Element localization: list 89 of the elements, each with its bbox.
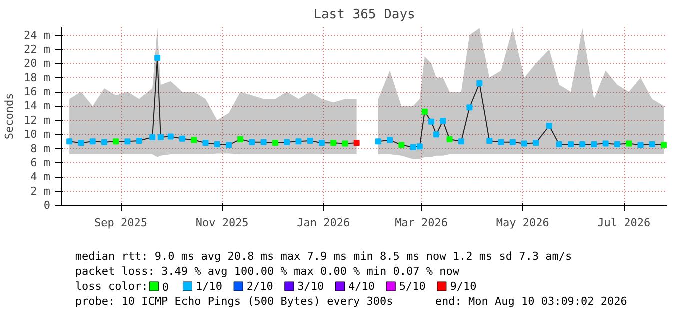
point bbox=[158, 134, 164, 140]
text: packet loss: 3.49 % avg 100.00 % max 0.00 % min 0.07 % now bbox=[75, 265, 460, 278]
chart-title: Last 365 Days bbox=[314, 8, 416, 22]
point bbox=[168, 134, 174, 140]
point bbox=[422, 108, 428, 115]
point bbox=[522, 140, 528, 147]
y-tick-label: 4 m bbox=[30, 170, 51, 184]
point bbox=[591, 142, 598, 148]
point bbox=[202, 140, 209, 146]
x-tick-label: Mar 2026 bbox=[395, 216, 448, 230]
point bbox=[546, 123, 552, 130]
point bbox=[90, 138, 96, 145]
point bbox=[179, 136, 186, 142]
point bbox=[150, 134, 156, 140]
point bbox=[124, 138, 131, 145]
point bbox=[101, 139, 108, 146]
point bbox=[318, 140, 325, 146]
point bbox=[398, 142, 405, 148]
point bbox=[330, 140, 337, 146]
point bbox=[354, 140, 360, 146]
y-tick-label: 6 m bbox=[30, 156, 51, 170]
point bbox=[498, 139, 504, 146]
point bbox=[446, 136, 453, 143]
point bbox=[342, 140, 348, 147]
x-tick-label: Jan 2026 bbox=[297, 216, 350, 230]
point bbox=[649, 142, 656, 148]
point bbox=[375, 138, 382, 145]
y-tick-label: 2 m bbox=[30, 184, 51, 198]
point bbox=[568, 142, 574, 148]
point bbox=[533, 140, 540, 146]
y-tick-label: 14 m bbox=[24, 100, 51, 113]
point bbox=[486, 138, 493, 144]
point bbox=[66, 138, 73, 145]
x-tick-label: Sep 2025 bbox=[94, 216, 148, 230]
point bbox=[307, 138, 314, 144]
x-tick-label: Nov 2025 bbox=[196, 216, 249, 230]
y-tick-label: 10 m bbox=[24, 128, 51, 142]
legend-label: 2/10 bbox=[246, 280, 274, 293]
point bbox=[638, 142, 644, 148]
point bbox=[226, 142, 232, 148]
y-tick-label: 20 m bbox=[24, 57, 51, 70]
text: median rtt: 9.0 ms avg 20.8 ms max 7.9 ms min 8.5 ms now 1.2 ms sd 7.3 am/s bbox=[75, 250, 572, 263]
point bbox=[284, 139, 290, 146]
y-tick-label: 8 m bbox=[30, 142, 51, 156]
point bbox=[626, 140, 632, 147]
point bbox=[466, 104, 473, 111]
point bbox=[660, 142, 667, 148]
y-axis-title: Seconds bbox=[3, 93, 16, 140]
point bbox=[580, 142, 586, 148]
legend-label: 4/10 bbox=[348, 280, 376, 293]
point bbox=[249, 139, 256, 146]
y-tick-label: 24 m bbox=[24, 28, 51, 42]
point bbox=[602, 140, 609, 147]
point bbox=[416, 144, 423, 150]
y-tick-label: 16 m bbox=[24, 86, 51, 99]
text: probe: 10 ICMP Echo Pings (500 Bytes) every 300s bbox=[75, 295, 394, 308]
y-tick-label: 22 m bbox=[24, 42, 51, 56]
legend-label: 9/10 bbox=[450, 280, 477, 293]
y-tick-label: 12 m bbox=[24, 114, 51, 127]
x-tick-label: May 2026 bbox=[496, 216, 550, 230]
point bbox=[428, 118, 435, 125]
legend-label: 0 bbox=[162, 281, 170, 294]
point bbox=[272, 140, 278, 146]
legend-title: loss color: bbox=[75, 280, 148, 293]
x-tick-label: Jul 2026 bbox=[598, 216, 651, 230]
point bbox=[214, 142, 220, 148]
point bbox=[260, 139, 267, 146]
point bbox=[387, 137, 394, 144]
point bbox=[238, 136, 244, 143]
point bbox=[296, 138, 302, 145]
legend-label: 3/10 bbox=[298, 280, 324, 293]
point bbox=[78, 140, 84, 146]
y-tick-label: 0 bbox=[44, 199, 50, 212]
legend-label: 1/10 bbox=[196, 280, 222, 293]
y-tick-label: 18 m bbox=[24, 71, 51, 84]
point bbox=[556, 142, 562, 148]
point bbox=[458, 138, 464, 145]
text: end: Mon Aug 10 03:09:02 2026 bbox=[435, 295, 628, 308]
point bbox=[476, 80, 483, 87]
legend-label: 5/10 bbox=[399, 280, 426, 293]
point bbox=[434, 132, 440, 138]
point bbox=[154, 54, 161, 61]
point bbox=[410, 144, 416, 150]
point bbox=[191, 137, 198, 144]
point bbox=[136, 138, 142, 144]
point bbox=[510, 139, 516, 146]
point bbox=[614, 142, 620, 148]
point bbox=[440, 118, 446, 124]
point bbox=[113, 138, 120, 145]
